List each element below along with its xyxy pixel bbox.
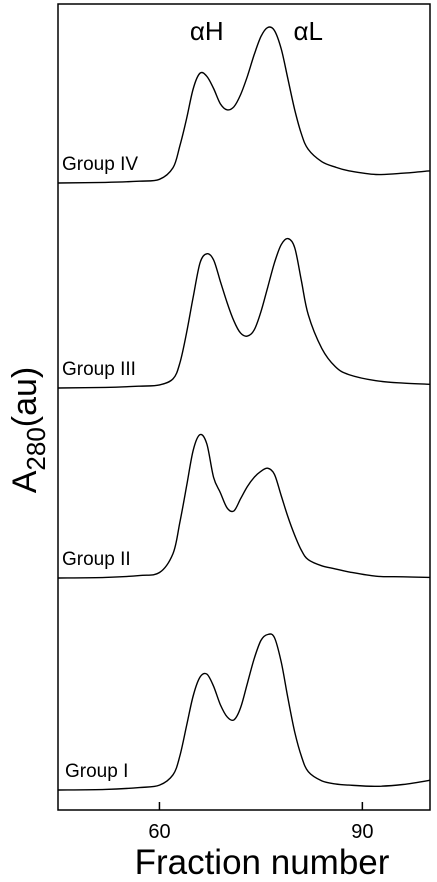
x-tick-label-90: 90 — [351, 821, 373, 843]
peak-label-alpha-h: αH — [190, 16, 224, 46]
series-label-group-iii: Group III — [62, 359, 136, 380]
series-label-group-ii: Group II — [62, 549, 131, 570]
y-axis-label: A280(au) — [6, 367, 51, 494]
x-tick-layer: 60 90 — [148, 802, 373, 843]
y-axis-label-unit: (au) — [6, 367, 44, 427]
x-axis-label: Fraction number — [135, 843, 390, 882]
series-label-group-iv: Group IV — [62, 154, 138, 175]
trace-group-ii — [57, 433, 431, 579]
trace-group-i — [57, 633, 431, 791]
y-axis-label-base: A — [6, 470, 44, 493]
series-label-group-i: Group I — [65, 761, 128, 782]
peak-label-alpha-l: αL — [294, 16, 324, 46]
trace-group-iii — [57, 237, 431, 389]
x-tick-label-60: 60 — [148, 821, 170, 843]
plot-frame — [57, 3, 431, 811]
trace-group-iv — [57, 26, 431, 184]
trace-layer — [57, 26, 431, 791]
peak-label-layer: αH αL — [190, 16, 323, 46]
series-label-layer: Group IV Group III Group II Group I — [62, 154, 138, 782]
y-axis-label-subscript: 280 — [21, 427, 51, 470]
